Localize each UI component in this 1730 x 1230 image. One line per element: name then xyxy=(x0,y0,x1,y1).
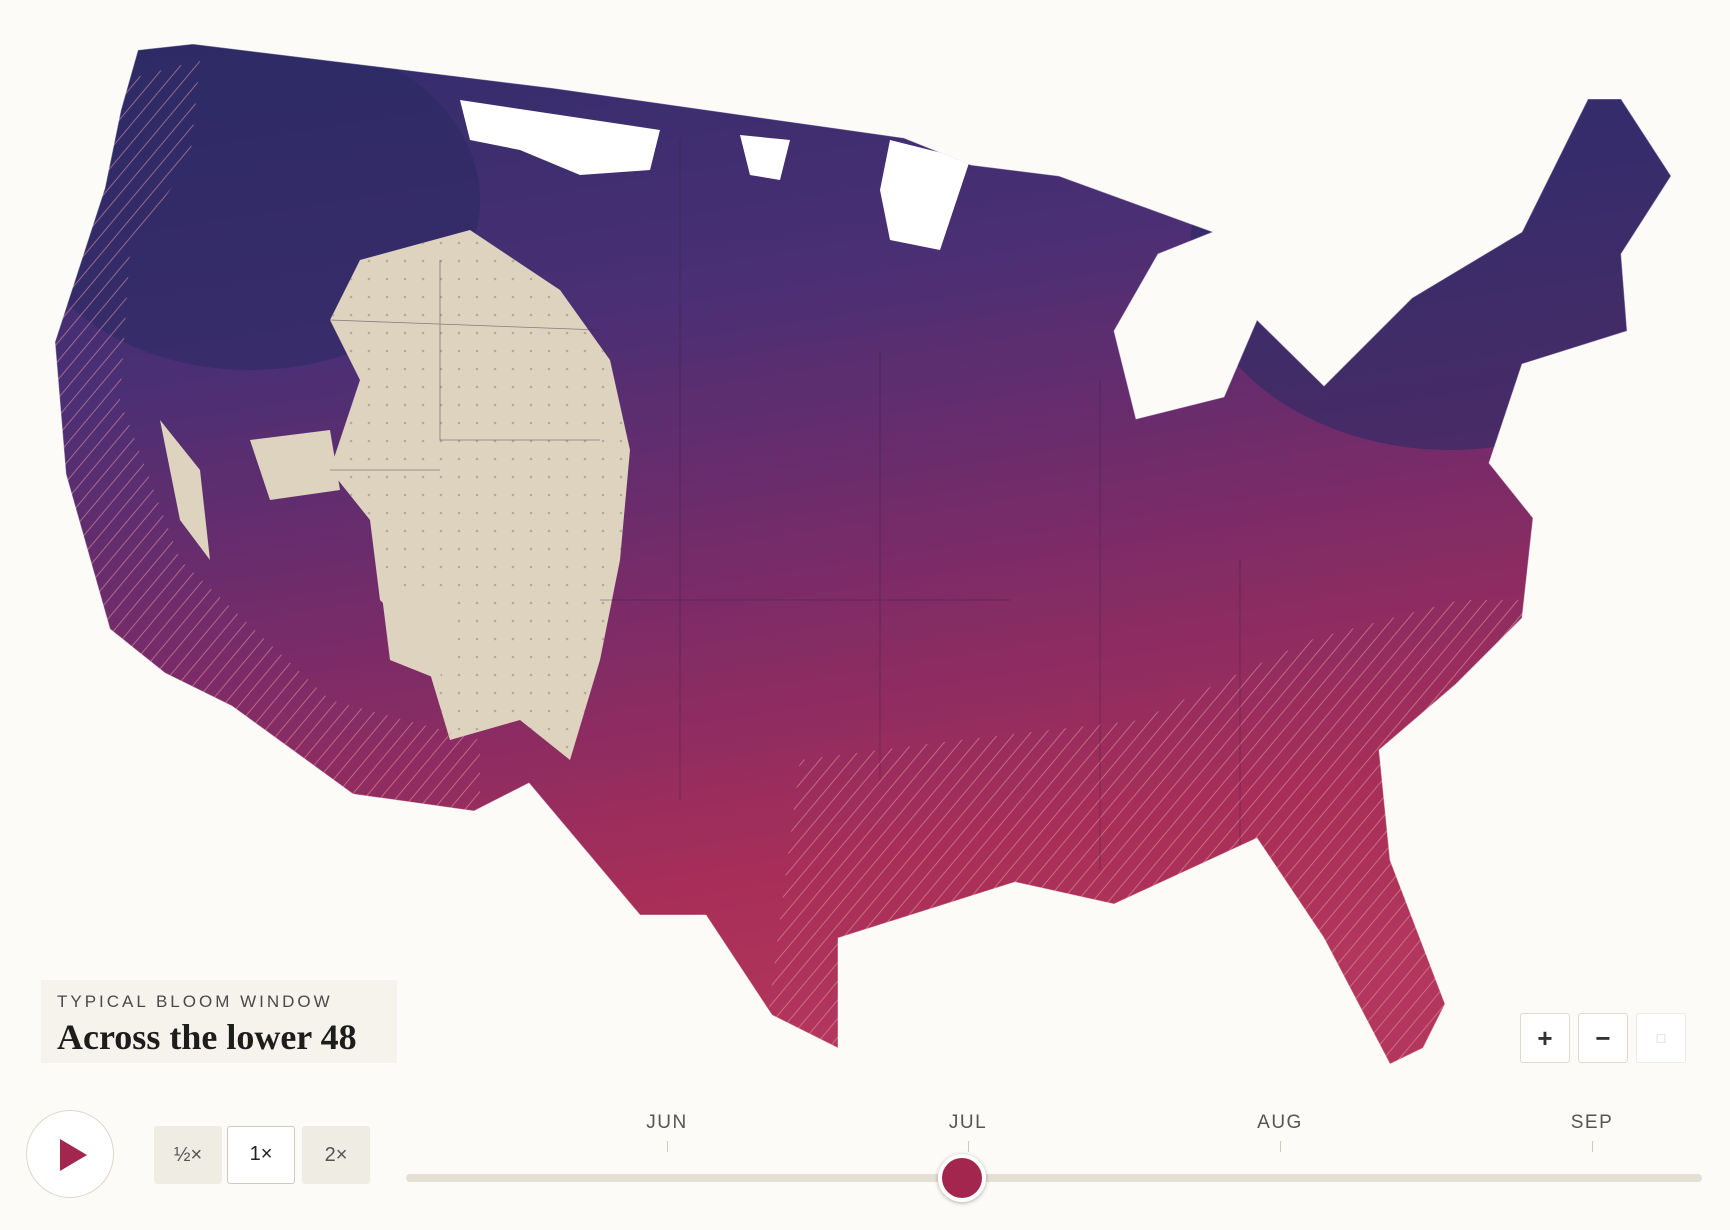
state-borders xyxy=(329,140,1241,870)
snow-area xyxy=(460,100,970,250)
map xyxy=(54,43,1672,1065)
month-label: SEP xyxy=(1570,1112,1614,1133)
month-tick xyxy=(1280,1141,1281,1152)
month-label: AUG xyxy=(1257,1112,1303,1133)
month-tick xyxy=(968,1141,969,1152)
legend-box: TYPICAL BLOOM WINDOW Across the lower 48 xyxy=(41,980,397,1063)
speed-button[interactable]: 2× xyxy=(302,1126,370,1184)
zoom-out-button[interactable]: − xyxy=(1578,1013,1628,1063)
month-tick xyxy=(667,1141,668,1152)
month-label: JUL xyxy=(948,1112,988,1133)
speed-button[interactable]: ½× xyxy=(154,1126,222,1184)
zoom-in-button[interactable]: + xyxy=(1520,1013,1570,1063)
speed-button[interactable]: 1× xyxy=(227,1126,295,1184)
northeast-shade xyxy=(1190,50,1671,450)
early-bloom-west xyxy=(55,60,480,830)
play-icon xyxy=(60,1139,87,1171)
month-label: JUN xyxy=(646,1112,688,1133)
timeline-handle[interactable] xyxy=(938,1154,986,1202)
legend-eyebrow: TYPICAL BLOOM WINDOW xyxy=(57,992,333,1011)
legend-title: Across the lower 48 xyxy=(57,1017,357,1057)
zoom-reset-button[interactable]: □ xyxy=(1636,1013,1686,1063)
month-tick xyxy=(1592,1141,1593,1152)
play-triangle xyxy=(60,1139,87,1171)
timeline-track[interactable] xyxy=(406,1174,1702,1182)
play-button[interactable] xyxy=(26,1110,114,1198)
no-bloom-dots xyxy=(330,230,630,760)
map-land xyxy=(55,44,1671,1064)
no-bloom-patches xyxy=(160,420,450,680)
